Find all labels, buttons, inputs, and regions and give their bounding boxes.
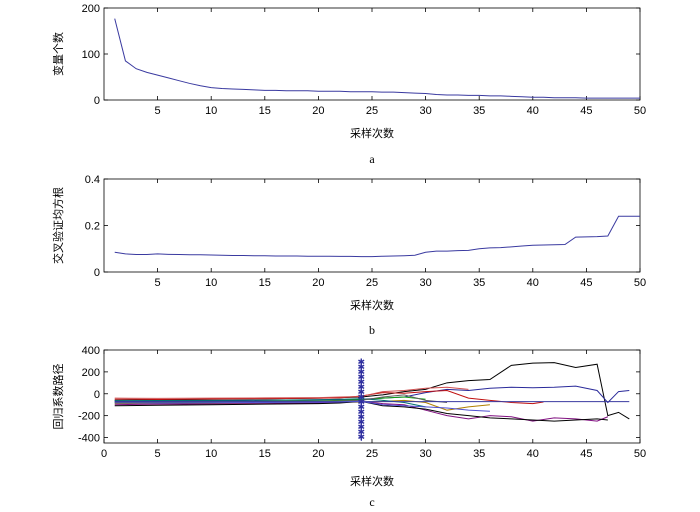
chart-c-x-tick-label: 45	[580, 448, 592, 460]
chart-c-star-marker: ✱	[358, 433, 366, 443]
chart-c-star-marker: ✱	[358, 403, 366, 413]
chart-a-y-tick-label: 0	[94, 95, 100, 107]
chart-c-x-tick-label: 30	[419, 448, 431, 460]
chart-a-x-tick-label: 25	[366, 105, 378, 117]
chart-c-series-line-1	[114, 362, 630, 420]
chart-c-x-tick-label: 25	[366, 448, 378, 460]
chart-c-y-tick-label: -400	[78, 433, 100, 445]
chart-b-x-tick-label: 45	[580, 277, 592, 289]
chart-a-x-axis-label: 采样次数	[350, 126, 394, 140]
chart-b-x-tick-label: 40	[527, 277, 539, 289]
chart-c-x-tick-label: 0	[101, 448, 107, 460]
chart-c-star-marker: ✱	[358, 383, 366, 393]
chart-a-x-tick-label: 20	[312, 105, 324, 117]
chart-c-x-tick-label: 15	[259, 448, 271, 460]
chart-c-x-tick-label: 50	[634, 448, 646, 460]
chart-a-x-tick-label: 40	[527, 105, 539, 117]
chart-a-panel-label: a	[369, 152, 375, 166]
chart-c-y-tick-label: 400	[82, 345, 100, 357]
chart-c-star-marker: ✱	[358, 368, 366, 378]
chart-c-y-tick-label: 200	[82, 367, 100, 379]
chart-c-star-marker: ✱	[358, 428, 366, 438]
chart-a-x-tick-label: 50	[634, 105, 646, 117]
chart-b-x-tick-label: 20	[312, 277, 324, 289]
chart-c-star-marker: ✱	[358, 423, 366, 433]
chart-a-x-tick-label: 15	[259, 105, 271, 117]
chart-a-y-tick-label: 100	[82, 49, 100, 61]
chart-c-panel-label: c	[369, 495, 374, 509]
chart-a-x-tick-label: 5	[155, 105, 161, 117]
chart-c-x-tick-label: 20	[312, 448, 324, 460]
chart-c-star-marker: ✱	[358, 398, 366, 408]
chart-c-series-line-11	[114, 386, 469, 399]
chart-c-series-line-6	[114, 400, 609, 422]
chart-a-x-tick-label: 35	[473, 105, 485, 117]
chart-b-x-tick-label: 10	[205, 277, 217, 289]
chart-c-x-tick-label: 40	[527, 448, 539, 460]
chart-b-x-tick-label: 50	[634, 277, 646, 289]
chart-c-star-marker: ✱	[358, 388, 366, 398]
chart-c-y-axis-label: 回归系数路径	[51, 364, 65, 430]
chart-b-plot-frame	[103, 178, 641, 273]
chart-c-y-tick-label: 0	[94, 389, 100, 401]
chart-c-series-line-9	[114, 400, 608, 422]
chart-b-y-axis-label: 交叉验证均方根	[51, 187, 65, 264]
chart-c-star-marker: ✱	[358, 393, 366, 403]
chart-b-panel-label: b	[369, 323, 375, 337]
chart-c-x-tick-label: 10	[205, 448, 217, 460]
chart-c-star-marker: ✱	[358, 413, 366, 423]
chart-b-x-tick-label: 15	[259, 277, 271, 289]
chart-b-x-tick-label: 25	[366, 277, 378, 289]
chart-c-x-tick-label: 35	[473, 448, 485, 460]
chart-a-x-tick-label: 10	[205, 105, 217, 117]
chart-b-y-tick-label: 0.4	[85, 174, 100, 186]
chart-b-y-tick-label: 0	[94, 267, 100, 279]
chart-c-star-marker: ✱	[358, 408, 366, 418]
chart-b-x-tick-label: 35	[473, 277, 485, 289]
chart-c-x-axis-label: 采样次数	[350, 474, 394, 488]
chart-a-x-tick-label: 30	[419, 105, 431, 117]
chart-c-star-marker: ✱	[358, 363, 366, 373]
chart-a-x-tick-label: 45	[580, 105, 592, 117]
chart-a-y-axis-label: 变量个数	[51, 32, 65, 76]
chart-b-series-line-1	[114, 215, 640, 258]
chart-c-y-tick-label: -200	[78, 411, 100, 423]
chart-c-x-tick-label: 5	[155, 448, 161, 460]
chart-b-x-tick-label: 5	[155, 277, 161, 289]
chart-c-star-marker: ✱	[358, 418, 366, 428]
chart-b-x-axis-label: 采样次数	[350, 298, 394, 312]
chart-c-star-marker: ✱	[358, 378, 366, 388]
chart-b-x-tick-label: 30	[419, 277, 431, 289]
chart-a-plot-frame	[103, 7, 641, 101]
chart-a-series-line-1	[114, 18, 640, 99]
chart-b-y-tick-label: 0.2	[85, 221, 100, 233]
chart-c-star-marker: ✱	[358, 373, 366, 383]
chart-a-y-tick-label: 200	[82, 3, 100, 15]
chart-c-star-marker: ✱	[358, 358, 366, 368]
